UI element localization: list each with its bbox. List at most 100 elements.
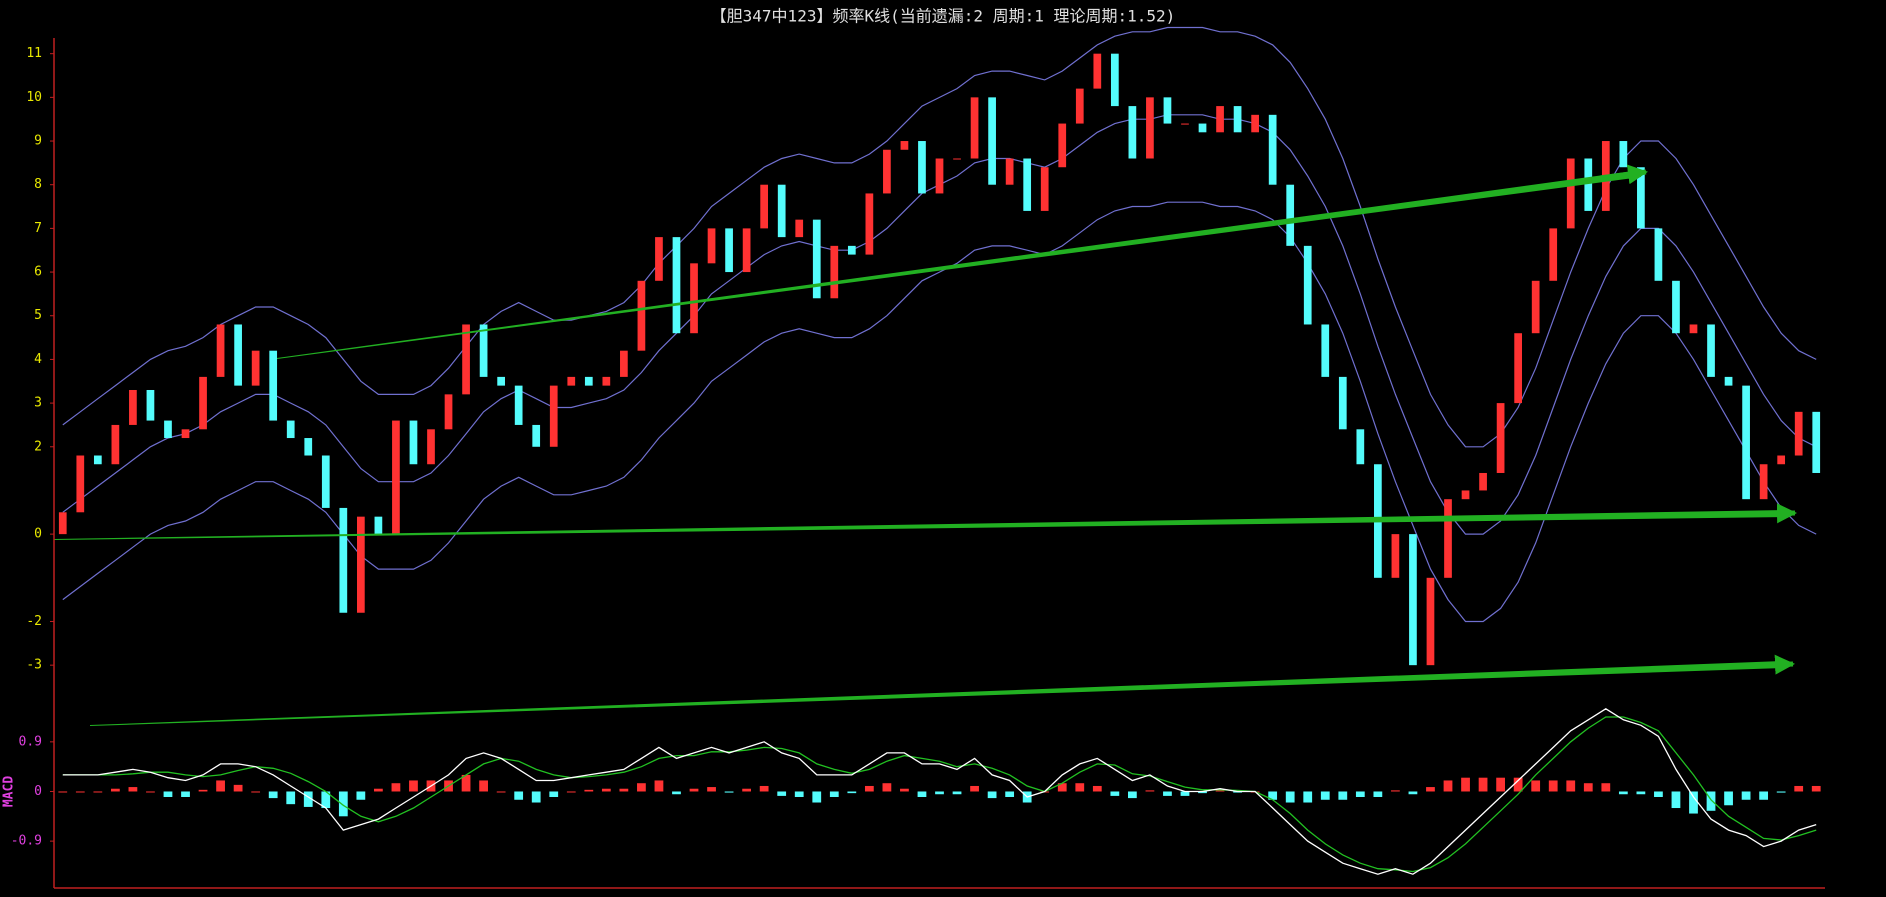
candle (216, 324, 225, 377)
macd-bar (987, 791, 997, 799)
macd-bar (1689, 791, 1698, 814)
candle (497, 376, 505, 386)
trend-arrow-head (1739, 654, 1795, 675)
macd-bar (742, 788, 752, 792)
macd-bar (1373, 791, 1383, 797)
macd-bar (1531, 780, 1541, 792)
macd-bar (1461, 777, 1470, 792)
candle (970, 97, 979, 159)
macd-bar (794, 791, 804, 797)
candle (444, 394, 453, 430)
candle (1496, 403, 1505, 473)
y-tick-label: -0.9 (11, 834, 42, 849)
candle (1233, 106, 1242, 133)
y-tick-label: 0.9 (19, 734, 42, 749)
candle (777, 184, 786, 238)
candle (479, 324, 488, 377)
y-axis-label: MACD (2, 776, 17, 807)
macd-bar (1741, 791, 1751, 800)
candle (1181, 123, 1189, 125)
trend-arrow-head (1739, 503, 1797, 524)
macd-bar (233, 784, 243, 792)
macd-bar (1513, 777, 1523, 792)
candle (1444, 499, 1452, 578)
candle (1759, 464, 1768, 500)
macd-bar (461, 774, 471, 792)
candle (1321, 324, 1330, 377)
macd-bar (1285, 791, 1295, 803)
macd-bar (812, 791, 822, 803)
y-tick-label: -2 (26, 614, 42, 629)
candle (1549, 228, 1558, 281)
macd-bar (531, 791, 541, 803)
candle (1654, 228, 1663, 281)
trend-arrow (277, 170, 1641, 359)
candle (409, 420, 418, 465)
candle (269, 350, 278, 421)
candle (900, 141, 909, 150)
candle (707, 228, 716, 264)
candle (93, 455, 102, 465)
macd-bar (619, 788, 629, 792)
candle (1268, 114, 1277, 185)
macd-bar (829, 791, 839, 797)
macd-bar (847, 791, 857, 794)
macd-bar (1005, 791, 1015, 797)
macd-bar (1443, 780, 1453, 792)
candle (725, 228, 733, 273)
macd-bar (1548, 780, 1558, 792)
candle (637, 280, 646, 351)
macd-bar (75, 791, 85, 793)
y-tick-label: 0 (34, 527, 42, 542)
macd-bar (356, 791, 366, 800)
candle (374, 516, 383, 535)
candle (1461, 490, 1470, 500)
candle (1216, 106, 1224, 133)
macd-bar (1636, 791, 1646, 795)
macd-bar (584, 789, 594, 792)
candle (672, 237, 681, 334)
candle (427, 429, 435, 465)
diff-line (62, 708, 1817, 875)
band-line (62, 201, 1817, 623)
macd-bar (549, 791, 559, 797)
macd-bar (268, 791, 278, 799)
trend-arrow (54, 510, 1785, 540)
macd-bar (672, 791, 681, 795)
candle (1163, 97, 1172, 124)
candle (1794, 411, 1803, 456)
macd-bar (409, 780, 418, 792)
candle (830, 245, 839, 299)
macd-bar (198, 789, 208, 792)
macd-bar (1268, 791, 1278, 800)
candle (1286, 184, 1295, 246)
macd-bar (479, 780, 488, 792)
candle (584, 376, 593, 386)
candle (1637, 167, 1645, 229)
macd-bar (724, 791, 734, 793)
candle (953, 158, 961, 160)
macd-bar (777, 791, 787, 796)
candle (286, 420, 295, 439)
candle (1338, 376, 1347, 430)
macd-bar (1355, 791, 1365, 797)
candle (76, 455, 85, 513)
macd-bar (601, 788, 611, 792)
macd-bar (1391, 790, 1400, 792)
candle (1689, 324, 1698, 334)
macd-bar (1654, 791, 1663, 797)
macd-bar (93, 791, 103, 793)
candle (742, 228, 751, 273)
macd-bar (1408, 791, 1418, 795)
macd-bar (181, 791, 190, 797)
macd-bar (146, 791, 155, 793)
macd-bar (1478, 777, 1488, 792)
candle (1812, 411, 1821, 473)
macd-bar (251, 791, 261, 793)
candle (988, 97, 996, 185)
macd-bar (1163, 791, 1172, 796)
candle (251, 350, 260, 386)
candle (567, 376, 576, 386)
macd-bar (303, 791, 313, 807)
